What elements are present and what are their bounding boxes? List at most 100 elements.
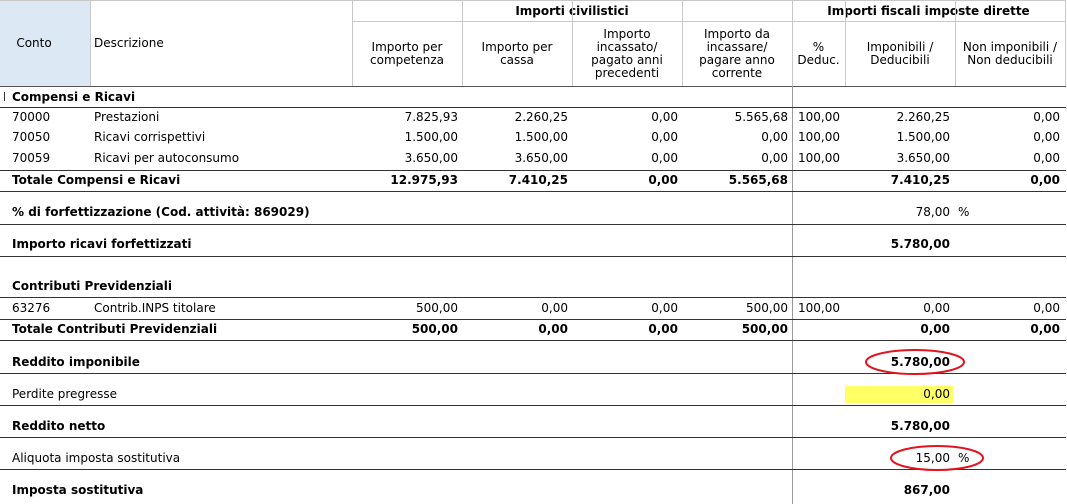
- rule: [792, 86, 793, 504]
- rule: [90, 0, 91, 86]
- amount: 0,00: [651, 151, 678, 165]
- total-amount: 0,00: [1030, 322, 1060, 336]
- header-cell: Importo per cassa: [481, 40, 553, 67]
- total-amount: 0,00: [538, 322, 568, 336]
- amount: 0,00: [651, 110, 678, 124]
- amount: 2.260,25: [896, 110, 950, 124]
- summary-label: Imposta sostitutiva: [12, 483, 144, 497]
- rule: [0, 86, 1066, 87]
- total-amount: 7.410,25: [890, 173, 950, 187]
- account-description: Prestazioni: [94, 110, 160, 124]
- header-cell: Non imponibili / Non deducibili: [962, 40, 1058, 67]
- rule: [352, 21, 1065, 22]
- summary-label: Perdite pregresse: [12, 387, 117, 401]
- amount: 2.260,25: [514, 110, 568, 124]
- total-amount: 7.410,25: [508, 173, 568, 187]
- rule: [1065, 0, 1066, 86]
- header-cell: Importo incassato/ pagato anni precedent…: [591, 27, 663, 80]
- amount: 0,00: [541, 301, 568, 315]
- rule: [352, 0, 353, 86]
- summary-label: Aliquota imposta sostitutiva: [12, 451, 181, 465]
- summary-value: 5.780,00: [890, 237, 950, 251]
- amount: 7.825,93: [404, 110, 458, 124]
- account-description: Contrib.INPS titolare: [94, 301, 216, 315]
- amount: 3.650,00: [514, 151, 568, 165]
- amount: 500,00: [416, 301, 458, 315]
- amount: 5.565,68: [734, 110, 788, 124]
- header-cell: Conto: [16, 35, 52, 50]
- amount: 0,00: [1033, 301, 1060, 315]
- account-description: Ricavi per autoconsumo: [94, 151, 240, 165]
- summary-unit: %: [958, 205, 970, 219]
- total-label: Totale Compensi e Ricavi: [12, 173, 181, 187]
- rule: [4, 92, 5, 101]
- rule: [0, 256, 1066, 257]
- summary-label: % di forfettizzazione (Cod. attività: 86…: [12, 205, 310, 219]
- rule: [0, 373, 1066, 374]
- rule: [0, 469, 1066, 470]
- rule: [0, 191, 1066, 192]
- amount: 0,00: [651, 301, 678, 315]
- summary-value: 5.780,00: [890, 355, 950, 369]
- rule: [0, 297, 1066, 298]
- rule: [0, 170, 1066, 171]
- amount: 0,00: [761, 151, 788, 165]
- rule: [0, 437, 1066, 438]
- rule: [792, 0, 793, 86]
- amount: 1.500,00: [404, 130, 458, 144]
- header-cell: Imponibili / Deducibili: [866, 40, 934, 67]
- summary-label: Reddito netto: [12, 419, 106, 433]
- total-label: Totale Contributi Previdenziali: [12, 322, 218, 336]
- amount: 0,00: [1033, 130, 1060, 144]
- summary-label: Importo ricavi forfettizzati: [12, 237, 192, 251]
- amount: 100,00: [798, 151, 840, 165]
- total-amount: 5.565,68: [728, 173, 788, 187]
- loss-highlight: [845, 386, 953, 403]
- rule: [682, 0, 683, 86]
- account-code: 70059: [12, 151, 51, 165]
- amount: 100,00: [798, 110, 840, 124]
- summary-value: 867,00: [903, 483, 950, 497]
- rule: [0, 340, 1066, 341]
- total-amount: 0,00: [648, 322, 678, 336]
- amount: 0,00: [761, 130, 788, 144]
- amount: 1.500,00: [896, 130, 950, 144]
- summary-unit: %: [958, 451, 970, 465]
- header-group: Importi civilistici: [515, 3, 629, 18]
- amount: 3.650,00: [896, 151, 950, 165]
- header-group: Importi fiscali imposte dirette: [827, 3, 1030, 18]
- rule: [572, 0, 573, 86]
- rule: [955, 0, 956, 86]
- amount: 0,00: [1033, 151, 1060, 165]
- account-code: 63276: [12, 301, 51, 315]
- total-amount: 0,00: [648, 173, 678, 187]
- amount: 1.500,00: [514, 130, 568, 144]
- account-description: Ricavi corrispettivi: [94, 130, 206, 144]
- header-cell: % Deduc.: [797, 40, 840, 67]
- total-amount: 0,00: [920, 322, 950, 336]
- amount: 100,00: [798, 130, 840, 144]
- total-amount: 0,00: [1030, 173, 1060, 187]
- rule: [0, 107, 1066, 108]
- account-code: 70000: [12, 110, 51, 124]
- summary-value: 78,00: [915, 205, 950, 219]
- rule: [0, 224, 1066, 225]
- amount: 0,00: [1033, 110, 1060, 124]
- total-amount: 500,00: [411, 322, 458, 336]
- section-title: Contributi Previdenziali: [12, 279, 173, 293]
- amount: 3.650,00: [404, 151, 458, 165]
- summary-value: 15,00: [915, 451, 950, 465]
- amount: 0,00: [923, 301, 950, 315]
- rule: [845, 0, 846, 86]
- rule: [462, 0, 463, 86]
- amount: 0,00: [651, 130, 678, 144]
- amount: 500,00: [746, 301, 788, 315]
- conto-header-bg: [0, 0, 90, 86]
- amount: 100,00: [798, 301, 840, 315]
- rule: [0, 319, 1066, 320]
- summary-value: 0,00: [923, 387, 950, 401]
- section-title: Compensi e Ricavi: [12, 90, 136, 104]
- summary-value: 5.780,00: [890, 419, 950, 433]
- rule: [0, 0, 1066, 1]
